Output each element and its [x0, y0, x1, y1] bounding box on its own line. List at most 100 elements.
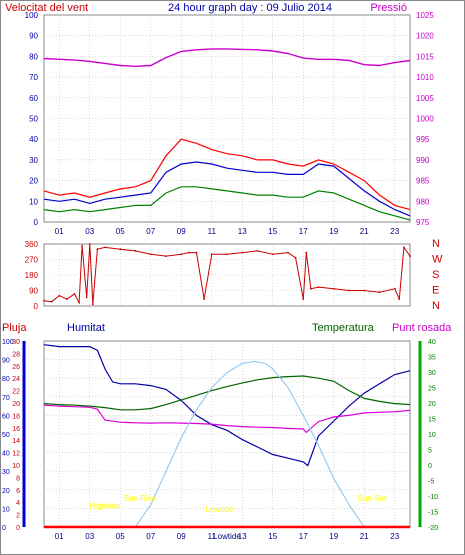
wind-tick-label: 90: [29, 32, 38, 41]
direction-point: [305, 251, 308, 254]
legend-dew-point: Punt rosada: [392, 322, 452, 334]
pressure-tick-label: 1000: [416, 115, 434, 124]
humidity-tick-label: 70: [2, 395, 10, 402]
rain-tick-label: 6: [16, 488, 20, 495]
temperature-tick-label: -20: [428, 525, 438, 532]
wind-panel-grid: [44, 15, 410, 222]
direction-point: [393, 287, 396, 290]
direction-point: [256, 250, 259, 252]
direction-tick-label: 180: [25, 271, 39, 280]
chart-title: 24 hour graph day : 09 Julio 2014: [168, 2, 332, 14]
temperature-tick-label: 5: [428, 448, 432, 455]
direction-point: [398, 298, 401, 300]
legend-humidity: Humitat: [67, 322, 105, 334]
x-tick-extra-label: Lowtide: [213, 532, 241, 541]
humidity-tick-label: 0: [2, 525, 6, 532]
x-tick-label: 17: [299, 227, 308, 236]
humidity-tick-label: 50: [2, 432, 10, 439]
x-tick-label: 19: [329, 532, 338, 541]
direction-point: [66, 298, 68, 300]
direction-point: [78, 301, 80, 304]
wind-pressure-series: [43, 48, 411, 221]
humidity-line: [43, 344, 411, 467]
humidity-tick-label: 20: [2, 488, 10, 495]
direction-point: [226, 253, 228, 256]
legend-temperature: Temperatura: [312, 322, 375, 334]
rain-tick-label: 4: [16, 500, 20, 507]
wind-line: [43, 161, 411, 217]
direction-point: [50, 300, 53, 303]
direction-point: [287, 251, 289, 254]
humidity-tick-label: 40: [2, 451, 10, 458]
compass-tick-label: E: [432, 285, 439, 297]
direction-tick-label: 270: [25, 256, 39, 265]
pressure-tick-label: 1020: [416, 32, 434, 41]
direction-point: [203, 298, 206, 300]
x-tick-label: 17: [299, 532, 308, 541]
humidity-tick-label: 100: [2, 339, 14, 346]
wind-speed-axis: 0 10 20 30 40 50 60 70 80 90 100: [25, 11, 39, 227]
wind-tick-label: 50: [29, 115, 38, 124]
temperature-tick-label: 15: [428, 417, 436, 424]
temperature-tick-label: 0: [428, 463, 432, 470]
direction-point: [241, 251, 244, 254]
pressure-line: [43, 48, 411, 68]
rain-tick-label: 18: [12, 413, 20, 420]
x-tick-label: 21: [360, 532, 369, 541]
temperature-axis: -20 -15 -10 -5 0 5 10 15 20 25 30 35 40: [418, 339, 438, 532]
direction-point: [73, 293, 76, 295]
temperature-tick-label: 40: [428, 339, 436, 346]
x-tick-label: 13: [238, 227, 247, 236]
direction-degree-axis: 0 90 180 270 360: [25, 240, 39, 311]
x-tick-label: 07: [146, 532, 155, 541]
temperature-tick-label: -10: [428, 494, 438, 501]
pressure-tick-label: 980: [416, 197, 430, 206]
direction-point: [96, 248, 99, 251]
temperature-tick-label: 30: [428, 370, 436, 377]
wind-tick-label: 10: [29, 197, 38, 206]
direction-point: [81, 244, 83, 247]
rain-tick-label: 26: [12, 364, 20, 371]
x-tick-label: 11: [208, 227, 217, 236]
pressure-axis: 975 980 985 990 995 1000 1005 1010 1015 1020 1025: [416, 11, 434, 227]
humidity-tick-label: 80: [2, 376, 10, 383]
x-tick-label: 13: [238, 532, 247, 541]
wind-tick-label: 20: [29, 177, 38, 186]
wind-tick-label: 0: [34, 218, 39, 227]
pressure-tick-label: 1015: [416, 52, 434, 61]
pressure-tick-label: 1010: [416, 73, 434, 82]
direction-point: [409, 255, 411, 257]
x-tick-label: 11: [208, 532, 217, 541]
x-tick-label: 15: [268, 532, 277, 541]
x-tick-label: 15: [268, 227, 277, 236]
direction-point: [165, 255, 167, 257]
rain-tick-label: 16: [12, 426, 20, 433]
x-tick-label: 01: [55, 532, 64, 541]
x-tick-label: 09: [177, 227, 186, 236]
astro-label: Lowtide: [206, 505, 234, 514]
x-tick-label: 07: [146, 227, 155, 236]
direction-point: [104, 246, 106, 249]
x-tick-label: 03: [85, 532, 94, 541]
x-tick-label: 21: [360, 227, 369, 236]
direction-point: [134, 250, 137, 252]
direction-point: [317, 286, 320, 288]
pressure-tick-label: 985: [416, 177, 430, 186]
wind-axis-title: Velocitat del vent: [5, 2, 88, 14]
direction-point: [85, 296, 88, 299]
direction-series: [43, 243, 411, 306]
wind-tick-label: 40: [29, 135, 38, 144]
direction-tick-label: 0: [34, 302, 39, 311]
wind-line: [43, 138, 411, 211]
direction-point: [332, 287, 335, 290]
direction-point: [149, 253, 152, 256]
pressure-tick-label: 975: [416, 218, 430, 227]
wind-tick-label: 80: [29, 52, 38, 61]
temp-humidity-series: [43, 344, 411, 529]
temperature-tick-label: 25: [428, 386, 436, 393]
direction-point: [195, 251, 198, 254]
